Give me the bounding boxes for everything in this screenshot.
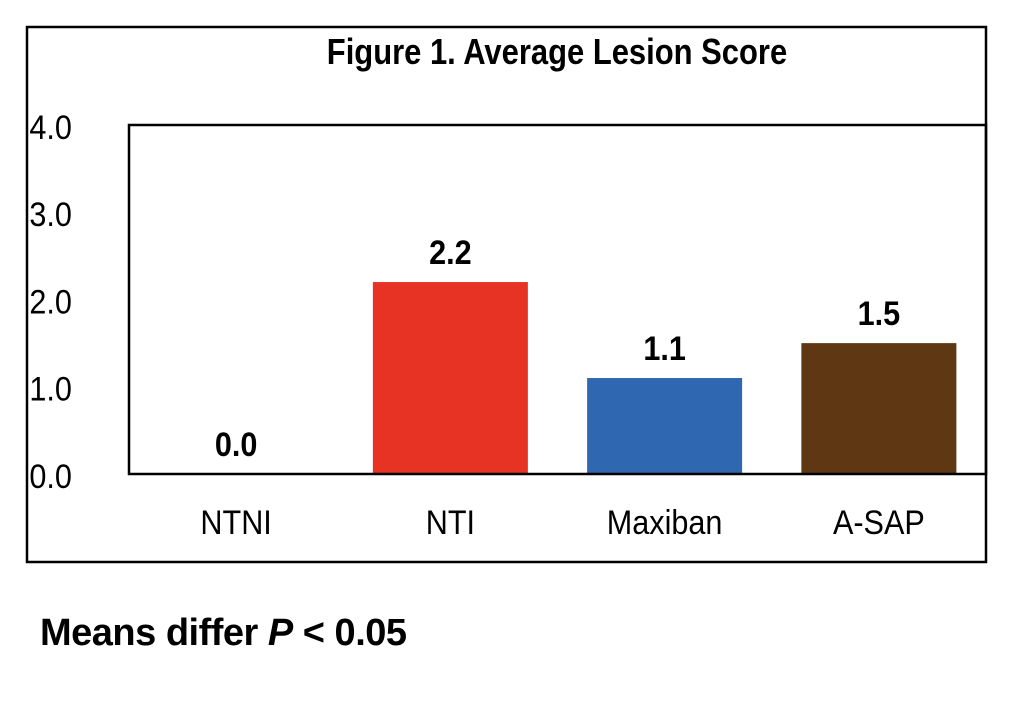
data-label-ntni: 0.0 <box>215 426 258 464</box>
x-tick-label-nti: NTI <box>426 504 475 542</box>
bar-a-sap <box>801 343 957 474</box>
plot-frame <box>127 123 988 476</box>
bar-maxiban <box>587 378 743 474</box>
significance-note-prefix: Means differ <box>40 612 268 654</box>
y-tick-label-0: 0.0 <box>29 458 72 496</box>
data-label-nti: 2.2 <box>429 234 472 272</box>
y-tick-label-2: 2.0 <box>29 283 72 321</box>
plot-area: 0.0 NTNI 2.2 NTI 1.1 Maxiban 1.5 A-SAP 0.0 1.0 2.0… <box>29 109 988 542</box>
y-tick-label-4: 4.0 <box>29 109 72 147</box>
data-label-a-sap: 1.5 <box>858 295 901 333</box>
data-label-maxiban: 1.1 <box>643 330 686 368</box>
significance-note-suffix: < 0.05 <box>292 612 407 654</box>
x-tick-label-maxiban: Maxiban <box>607 504 723 542</box>
chart-title: Figure 1. Average Lesion Score <box>327 33 787 73</box>
x-tick-label-a-sap: A-SAP <box>833 504 925 542</box>
y-tick-label-3: 3.0 <box>29 196 72 234</box>
bar-nti <box>372 282 528 474</box>
significance-note: Means differ P < 0.05 <box>40 612 407 655</box>
x-tick-label-ntni: NTNI <box>200 504 271 542</box>
y-tick-label-1: 1.0 <box>29 370 72 408</box>
significance-note-p: P <box>267 612 293 654</box>
